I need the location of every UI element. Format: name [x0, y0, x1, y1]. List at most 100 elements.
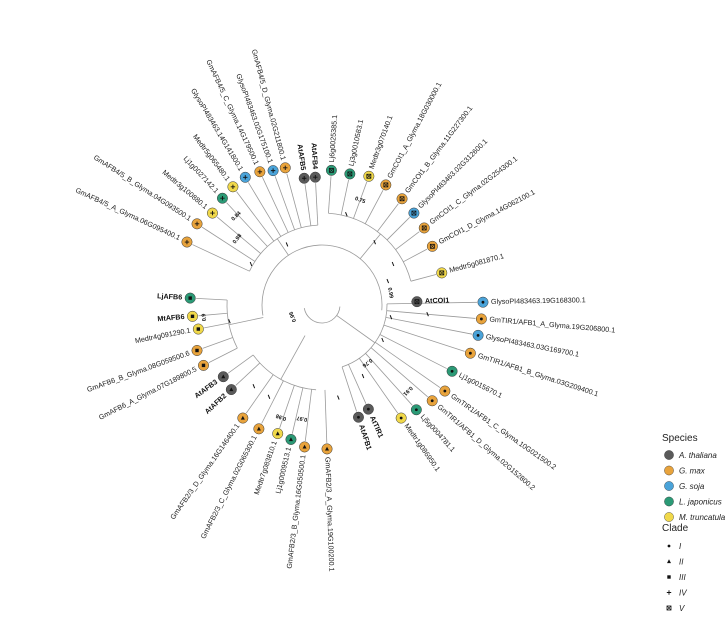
tip-branch	[226, 202, 268, 247]
clade-v-marker	[329, 167, 334, 173]
tip-label: Lj1g0015670.1	[457, 370, 503, 400]
legend-clade-iv: IV	[666, 588, 687, 597]
bootstrap-label: 0.96	[288, 311, 298, 323]
clade-v-marker	[366, 173, 372, 179]
root-arc	[303, 306, 341, 324]
tip-label: GlysoPI483463.03G169700.1	[485, 332, 580, 359]
clade-v-marker-cross	[666, 605, 672, 611]
tip-branch	[304, 389, 313, 442]
tip-branch	[216, 216, 261, 254]
tip-branch	[328, 176, 332, 214]
clade-ii-marker	[302, 444, 307, 449]
clade-iii-marker	[188, 296, 192, 300]
clade-iii-marker	[195, 348, 199, 353]
clade-v-marker	[429, 243, 435, 249]
tip-branch	[370, 347, 428, 398]
tip-branch	[403, 248, 428, 263]
legend-label: IV	[679, 588, 687, 597]
tip-branch	[386, 217, 410, 241]
clade-v-marker	[439, 270, 445, 276]
clade-iv-marker	[283, 165, 288, 171]
branch-tick	[337, 395, 340, 400]
tip-label: AtAFB4	[310, 143, 320, 170]
clade-v-marker-cross	[366, 174, 372, 179]
tip-branch	[386, 310, 476, 319]
legend-clade-iii: III	[667, 573, 686, 582]
tip-label: MtAFB6	[157, 312, 185, 323]
legend-swatch	[664, 465, 674, 476]
clade-i-marker	[481, 300, 485, 304]
clade-v-marker-cross	[383, 182, 389, 188]
legend-clade-i: I	[667, 542, 682, 551]
tip-label: Lj3g0010583.1	[347, 119, 366, 167]
clade-iii-marker	[190, 314, 195, 319]
legend-label: II	[679, 557, 684, 566]
tip-branch	[279, 385, 295, 429]
tip-branch	[364, 190, 384, 224]
tip-gmafb2-3-a-glyma-19g100200-1: GmAFB2/3_A_Glyma.19G100200.1	[321, 443, 336, 572]
branch-tick	[381, 337, 384, 343]
tip-label: GmCOI1_A_Glyma.18G030000.1	[385, 81, 443, 180]
clade-iv-marker	[184, 239, 190, 245]
tip-branch	[291, 387, 304, 434]
clade-v-marker	[414, 299, 420, 305]
tip-branch	[192, 244, 250, 272]
clade-iv-marker	[666, 590, 672, 595]
legend: Species A. thaliana G. max G. soja L. japon…	[662, 433, 726, 613]
legend-species-g-max: G. max	[664, 465, 706, 476]
tip-branch	[248, 182, 282, 237]
clade-v-marker	[666, 605, 672, 611]
clade-v-marker-cross	[399, 196, 405, 201]
tip-label: Lj1g0009513.1	[273, 446, 292, 494]
tip-branch	[410, 274, 437, 282]
tip-medtr5g081870-1: Medtr5g081870.1	[436, 251, 505, 279]
clade-v-marker	[383, 182, 389, 188]
tip-lj6g0025385-1: Lj6g0025385.1	[325, 115, 339, 176]
backbone-arc	[261, 244, 383, 316]
legend-swatch	[664, 481, 674, 491]
clade-i-marker	[414, 408, 418, 412]
legend-label: G. max	[679, 466, 706, 475]
clade-i-marker	[479, 317, 483, 321]
clade-i-marker	[399, 416, 403, 420]
tip-branch	[377, 203, 399, 232]
bootstrap-label: 0.91	[402, 385, 414, 397]
tip-atcoi1: AtCOI1	[411, 295, 450, 308]
clade-iv-marker	[230, 184, 236, 190]
branch-tick	[389, 314, 393, 320]
tip-branch	[395, 231, 420, 250]
tip-atafb5: AtAFB5	[296, 144, 310, 184]
clade-ii-marker	[275, 431, 280, 436]
clade-i-marker	[357, 415, 360, 419]
tip-label: GlysoPI483463.19G168300.1	[491, 295, 586, 306]
tip-atafb4: AtAFB4	[310, 143, 321, 183]
clade-ii-marker	[288, 437, 293, 442]
tip-branch	[236, 191, 275, 242]
tip-label: AtCOI1	[425, 295, 450, 305]
clade-i-marker	[366, 407, 370, 411]
clade-i-marker	[476, 333, 480, 337]
legend-label: I	[679, 542, 682, 551]
clade-v-marker	[411, 210, 417, 216]
legend-label: A. thaliana	[678, 451, 717, 460]
tip-branch	[286, 173, 302, 228]
clade-iv-marker	[270, 168, 276, 173]
bootstrap-label: 0.98	[275, 412, 287, 421]
branch-tick	[345, 212, 348, 217]
legend-swatch	[664, 512, 674, 522]
tip-branch	[196, 298, 228, 301]
bootstrap-label: 0.99	[386, 287, 394, 299]
tip-label: AtAFB2	[203, 391, 228, 416]
tip-label: Lj6g0025385.1	[327, 115, 339, 163]
branch-tick	[228, 319, 231, 324]
legend-label: L. japonicus	[679, 497, 722, 506]
legend-clade-ii: II	[667, 557, 684, 566]
legend-label: G. soja	[679, 482, 705, 491]
clade-ii-marker	[229, 387, 234, 392]
tip-label: GmTIR1/AFB1_A_Glyma.19G206800.1	[489, 315, 616, 335]
tip-label: LjAFB6	[157, 291, 183, 301]
tip-medtr4g091290-1: Medtr4g091290.1	[134, 323, 204, 345]
legend-species-g-soja: G. soja	[664, 481, 705, 491]
legend-clade-v: V	[666, 604, 685, 613]
